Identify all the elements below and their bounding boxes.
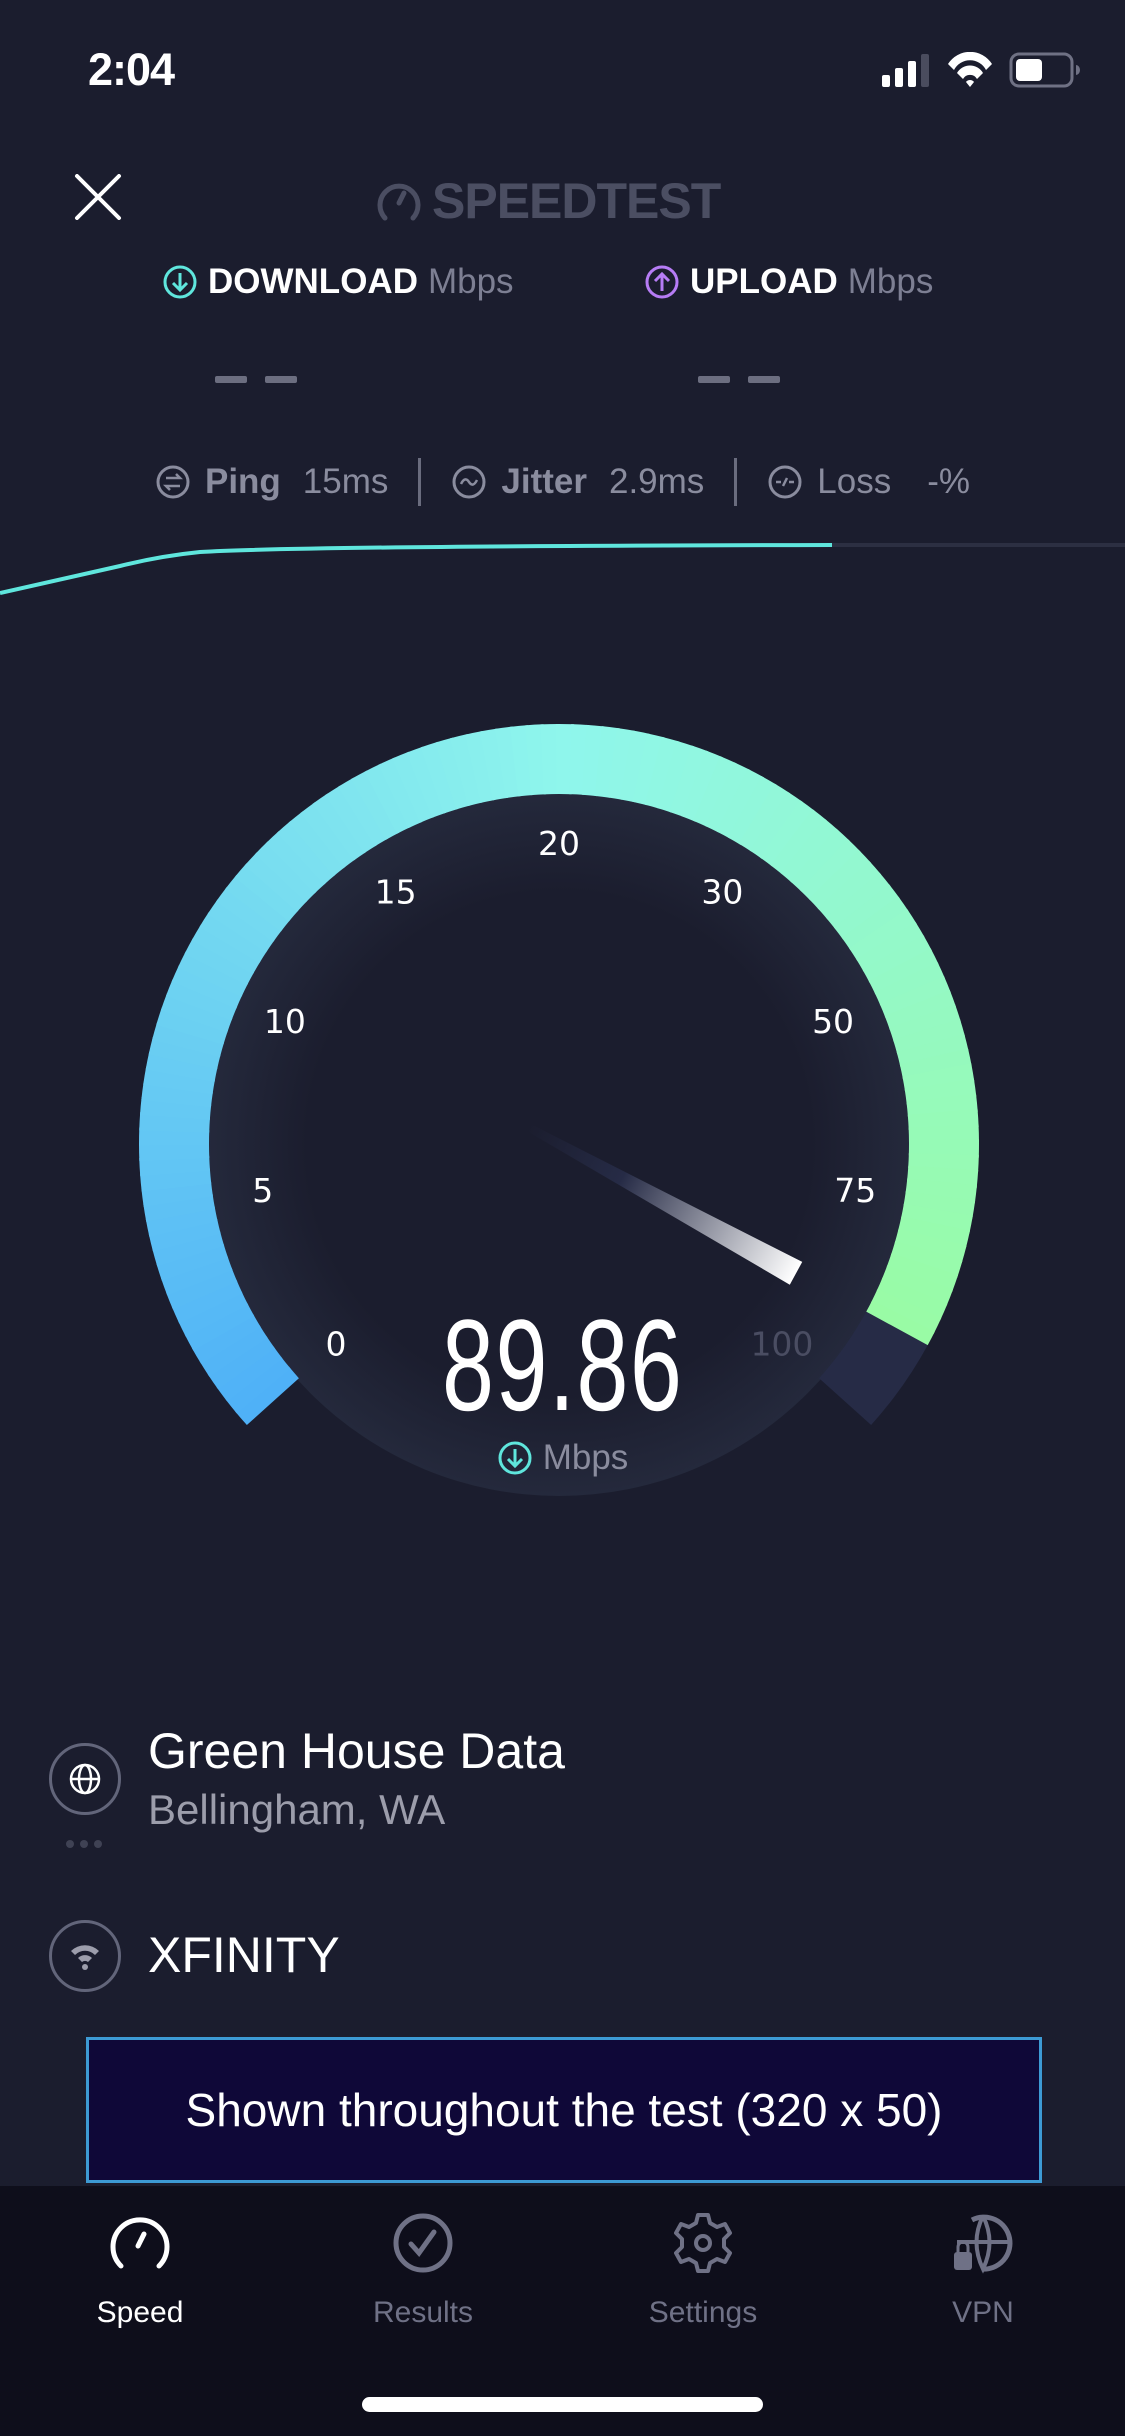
tab-results[interactable]: Results [323, 2212, 523, 2330]
current-speed-value: 89.86 [441, 1292, 684, 1438]
isp-name: XFINITY [148, 1927, 340, 1983]
tab-vpn[interactable]: VPN [883, 2212, 1083, 2330]
ping-label: Ping [204, 462, 281, 501]
download-unit: Mbps [427, 262, 514, 301]
gauge-tick-label: 5 [252, 1171, 273, 1210]
wifi-icon [948, 52, 992, 87]
tab-speed[interactable]: Speed [40, 2212, 240, 2330]
home-indicator[interactable] [362, 2397, 763, 2412]
logo-text: SPEEDTEST [432, 173, 721, 229]
ping-metric: Ping 15ms [125, 462, 418, 502]
download-icon [498, 1441, 532, 1475]
wifi-icon [71, 1945, 99, 1970]
speedtest-logo: SPEEDTEST [376, 172, 721, 230]
loss-value: - [927, 462, 939, 501]
jitter-label: Jitter [501, 462, 587, 501]
ad-text: Shown throughout the test (320 x 50) [185, 2084, 943, 2136]
needle-shape [526, 1123, 803, 1285]
gauge-tick-label: 0 [326, 1325, 347, 1364]
metrics-row: Ping 15ms Jitter 2.9ms Loss -% [0, 458, 1125, 506]
upload-label: UPLOAD [690, 262, 838, 301]
jitter-metric: Jitter 2.9ms [421, 462, 734, 502]
gauge-tick-label: 30 [701, 872, 743, 911]
loss-label: Loss [817, 462, 892, 501]
ping-value: 15 [302, 462, 342, 501]
tab-settings[interactable]: Settings [603, 2212, 803, 2330]
gauge-needle [526, 1123, 803, 1285]
gauge-tick-label: 20 [538, 824, 580, 863]
loss-unit: % [938, 462, 971, 501]
server-button[interactable] [49, 1743, 121, 1815]
battery-icon [1009, 52, 1080, 88]
speedometer-icon [110, 2217, 170, 2269]
tab-bar: Speed Results Settings VPN [0, 2186, 1125, 2436]
gear-icon [674, 2213, 732, 2273]
upload-icon [645, 265, 679, 299]
upload-unit: Mbps [847, 262, 934, 301]
status-time: 2:04 [88, 44, 175, 95]
jitter-unit: ms [657, 462, 705, 501]
globe-icon [69, 1763, 101, 1795]
upload-value-placeholder [698, 376, 780, 383]
gauge-tick-label: 10 [264, 1002, 306, 1041]
download-label: DOWNLOAD [208, 262, 418, 301]
speed-graph [0, 543, 1125, 595]
loss-icon [768, 465, 802, 499]
tab-label: Results [372, 2296, 474, 2329]
ping-icon [156, 465, 190, 499]
speedometer-icon [377, 183, 421, 221]
check-circle-icon [393, 2213, 453, 2273]
server-location: Bellingham, WA [148, 1786, 446, 1833]
tab-label: Speed [96, 2296, 184, 2329]
ping-unit: ms [341, 462, 389, 501]
more-dots-icon [66, 1840, 102, 1848]
signal-icon [882, 54, 929, 87]
tab-label: VPN [952, 2296, 1014, 2329]
close-icon[interactable] [74, 174, 122, 220]
divider [734, 458, 738, 506]
download-value-placeholder [215, 376, 297, 383]
jitter-value: 2.9 [608, 462, 658, 501]
upload-header: UPLOAD Mbps [644, 262, 933, 302]
status-icons [882, 52, 1080, 88]
download-icon [163, 265, 197, 299]
tab-label: Settings [648, 2296, 758, 2329]
loss-metric: Loss -% [737, 462, 1000, 502]
gauge-progress-segment [866, 1300, 935, 1346]
globe-lock-icon [954, 2214, 1013, 2274]
gauge-track [818, 1309, 929, 1426]
divider [418, 458, 422, 506]
current-speed: 89.86 [0, 1300, 1125, 1430]
gauge-tick-label: 50 [812, 1002, 854, 1041]
download-header: DOWNLOAD Mbps [162, 262, 514, 302]
ad-banner[interactable]: Shown throughout the test (320 x 50) [86, 2037, 1042, 2183]
jitter-icon [452, 465, 486, 499]
gauge-unit: Mbps [542, 1438, 629, 1477]
gauge-tick-label: 15 [375, 872, 417, 911]
server-name[interactable]: Green House Data [148, 1723, 565, 1779]
isp-badge [49, 1920, 121, 1992]
gauge-tick-label: 75 [834, 1171, 876, 1210]
gauge-tick-label: 100 [750, 1325, 813, 1364]
download-graph-line [0, 543, 833, 595]
current-speed-unit: Mbps [0, 1438, 1125, 1478]
speed-gauge: 0 5 10 15 20 30 50 75 100 [139, 724, 979, 1496]
